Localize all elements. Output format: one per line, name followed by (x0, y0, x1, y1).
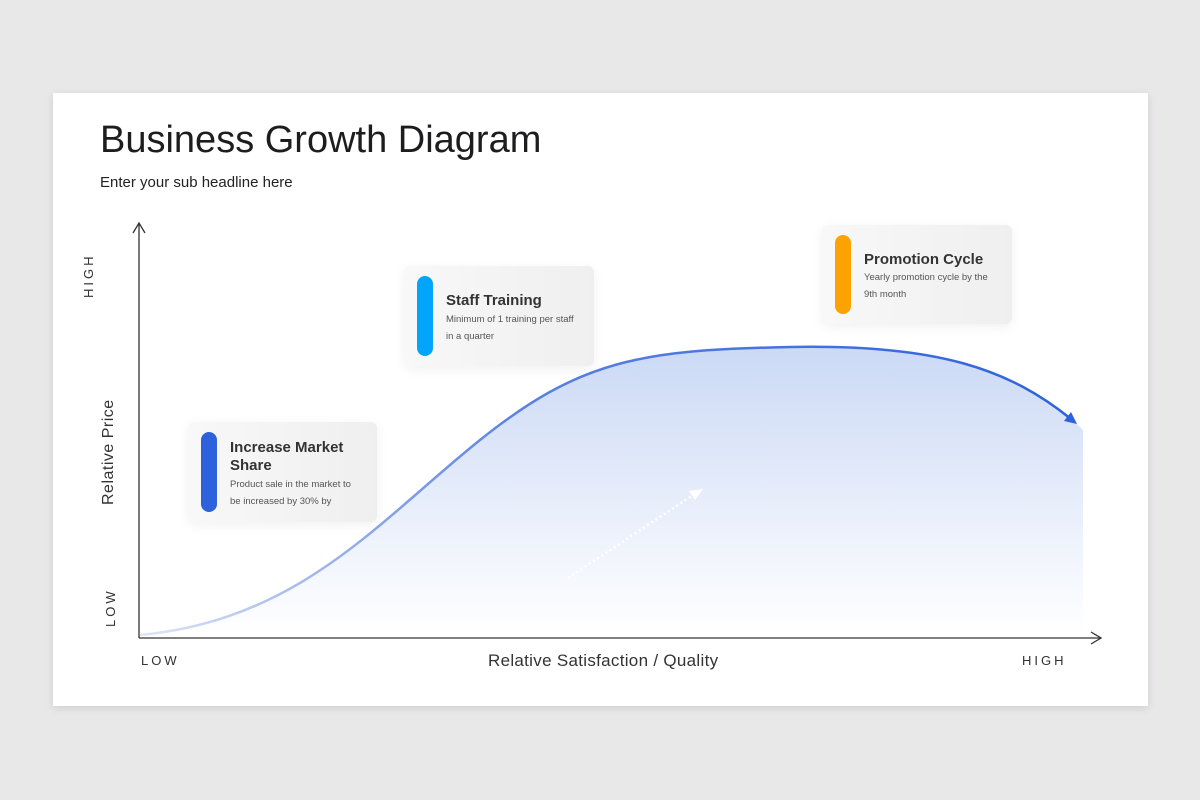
y-axis-arrow (132, 221, 146, 234)
card-title: Increase Market Share (230, 439, 344, 474)
page-title: Business Growth Diagram (100, 119, 542, 161)
y-axis-high: HIGH (81, 253, 96, 299)
dotted-arrowhead (689, 489, 703, 500)
page-subtitle: Enter your sub headline here (100, 174, 293, 191)
card-desc: Minimum of 1 training per staff in a qua… (446, 314, 574, 342)
card-desc: Product sale in the market to be increas… (230, 479, 351, 507)
growth-curve (139, 345, 1072, 637)
card-promotion-cycle: Promotion Cycle Yearly promotion cycle b… (822, 225, 1012, 324)
curve-arrowhead (1064, 412, 1077, 424)
card-title: Staff Training (446, 292, 542, 309)
card-staff-training: Staff Training Minimum of 1 training per… (404, 266, 594, 366)
y-axis-low: LOW (103, 588, 118, 627)
x-axis-high: HIGH (1022, 653, 1067, 668)
growth-chart (132, 221, 1103, 645)
accent-bar (835, 235, 851, 314)
accent-bar (417, 276, 433, 356)
x-axis-arrow (1090, 631, 1103, 645)
y-axis-label: Relative Price (100, 399, 117, 505)
curve-area (140, 346, 1083, 635)
x-axis-label: Relative Satisfaction / Quality (488, 651, 719, 670)
accent-bar (201, 432, 217, 512)
card-increase-market-share: Increase Market Share Product sale in th… (188, 422, 377, 522)
card-title: Promotion Cycle (864, 251, 984, 268)
dotted-arrow (567, 493, 694, 580)
card-desc: Yearly promotion cycle by the 9th month (864, 272, 988, 300)
x-axis-low: LOW (141, 653, 180, 668)
slide: Business Growth Diagram Enter your sub h… (53, 93, 1148, 706)
